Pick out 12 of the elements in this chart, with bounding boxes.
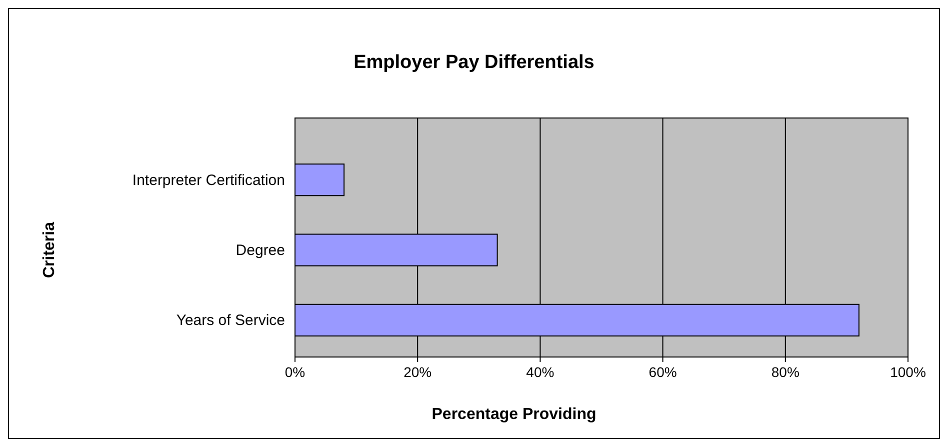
x-tick-label: 40%	[526, 364, 554, 380]
x-tick-label: 0%	[284, 364, 306, 380]
y-tick-label: Interpreter Certification	[132, 172, 285, 189]
y-axis-title: Criteria	[41, 222, 58, 278]
x-axis-title: Percentage Providing	[432, 406, 596, 423]
y-tick-label: Degree	[236, 242, 285, 259]
y-tick-label: Years of Service	[176, 312, 285, 330]
x-tick-label: 20%	[404, 364, 432, 380]
x-tick-label: 80%	[771, 364, 800, 380]
x-tick-label: 60%	[648, 364, 677, 380]
x-tick-label: 100%	[890, 364, 926, 380]
chart-title: Employer Pay Differentials	[354, 52, 594, 73]
